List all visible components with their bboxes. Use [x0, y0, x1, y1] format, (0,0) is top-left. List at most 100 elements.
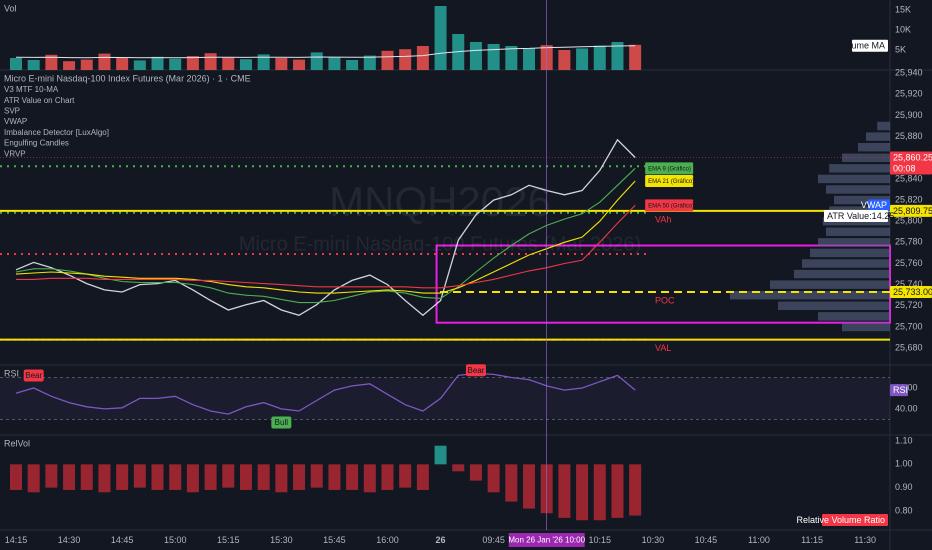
bar — [593, 45, 606, 70]
bar — [222, 464, 235, 488]
series-line — [15, 138, 636, 317]
bar — [434, 445, 447, 465]
last-price-label: 25,860.25 — [893, 152, 932, 162]
y-tick-label: 25,760 — [895, 258, 923, 268]
annotation-bg — [271, 416, 292, 429]
legend-label: Volume MA — [839, 41, 885, 51]
indicator-name: V3 MTF 10-MA — [4, 85, 59, 94]
bar — [399, 464, 412, 488]
y-tick-label: 25,780 — [895, 237, 923, 247]
level-name: POC — [655, 295, 675, 305]
bar — [399, 49, 412, 70]
last-price-label-bg — [890, 151, 932, 164]
series-label-bg — [822, 514, 888, 526]
x-tick-label: Mon 26 Jan '26 10:00 — [508, 536, 585, 545]
bar — [275, 58, 288, 70]
bar — [576, 48, 589, 70]
annotation-label: Bear — [25, 371, 42, 380]
bar — [416, 464, 429, 490]
rsi-band — [0, 377, 890, 420]
y-tick-label: 25,840 — [895, 173, 923, 183]
ema-label-bg — [645, 175, 694, 188]
x-tick-label: 11:00 — [748, 535, 770, 545]
bar — [629, 464, 642, 516]
x-tick-label: 10:30 — [642, 535, 665, 545]
bar — [222, 57, 235, 70]
level-price-label: 25,809.75 — [893, 206, 932, 216]
vwap-tag-bg — [868, 199, 890, 212]
bar — [363, 464, 376, 493]
y-tick-label: 25,800 — [895, 216, 923, 226]
profile-bar — [818, 174, 890, 184]
y-tick-label: 0.80 — [895, 505, 913, 515]
bar — [593, 464, 606, 521]
x-tick-label: 14:30 — [58, 535, 81, 545]
x-tick-label: 16:00 — [376, 535, 399, 545]
bar — [416, 46, 429, 70]
y-tick-label: 5K — [895, 44, 906, 54]
bar — [611, 464, 624, 518]
x-tick-label: 15:30 — [270, 535, 293, 545]
x-tick-label: 14:15 — [5, 535, 28, 545]
bar — [63, 61, 76, 70]
bar — [257, 54, 270, 70]
bar — [169, 464, 182, 490]
y-tick-label: 25,920 — [895, 89, 923, 99]
y-tick-label: 0.90 — [895, 482, 913, 492]
series-line — [15, 180, 636, 294]
annotation-bg — [23, 369, 44, 382]
bar — [27, 464, 40, 493]
countdown-label-bg — [890, 162, 932, 175]
bar — [346, 60, 359, 70]
level-price-label-bg — [890, 286, 932, 299]
profile-bar — [826, 227, 890, 237]
y-tick-label: 25,700 — [895, 321, 923, 331]
profile-bar — [877, 121, 890, 131]
bar — [558, 50, 571, 70]
bar — [239, 464, 252, 490]
annotation-label: Bear — [467, 366, 484, 375]
bar — [80, 59, 93, 70]
y-tick-label: 25,900 — [895, 110, 923, 120]
x-tick-label: 26 — [436, 535, 446, 545]
pane-title: RSI — [4, 368, 19, 378]
profile-bar — [829, 164, 890, 173]
profile-bar — [826, 185, 890, 194]
level-price-label-bg — [890, 204, 932, 217]
bar — [310, 52, 323, 70]
crosshair-label-bg — [508, 533, 585, 547]
bar — [611, 42, 624, 70]
profile-bar — [866, 132, 890, 141]
bar — [469, 42, 482, 70]
profile-bar — [818, 238, 890, 247]
bar — [257, 464, 270, 490]
watermark-subtitle: Micro E-mini Nasdaq-100 Futures (Mar 202… — [239, 233, 641, 255]
y-tick-label: 25,880 — [895, 131, 923, 141]
legend-label-bg — [852, 39, 888, 52]
x-tick-label: 15:00 — [164, 535, 187, 545]
indicator-name: Engulfing Candles — [4, 139, 69, 148]
bar — [293, 59, 306, 70]
bar — [186, 464, 199, 493]
bar — [293, 464, 306, 490]
bar — [151, 464, 164, 490]
y-tick-label: 1.00 — [895, 459, 913, 469]
bar — [10, 58, 22, 70]
pane-title: RelVol — [4, 438, 30, 448]
x-tick-label: 10:15 — [589, 535, 612, 545]
bar — [27, 60, 40, 70]
moving-average-line — [15, 45, 636, 59]
bar — [10, 464, 22, 490]
profile-bar — [810, 248, 890, 258]
indicator-name: ATR Value on Chart — [4, 96, 75, 105]
atr-label: ATR Value:14.25 — [827, 211, 894, 221]
bar — [487, 464, 500, 493]
bar — [63, 464, 76, 490]
bar — [98, 53, 111, 70]
x-tick-label: 14:45 — [111, 535, 134, 545]
y-tick-label: 25,820 — [895, 194, 923, 204]
profile-bar — [770, 280, 890, 289]
y-tick-label: 1.10 — [895, 435, 913, 445]
